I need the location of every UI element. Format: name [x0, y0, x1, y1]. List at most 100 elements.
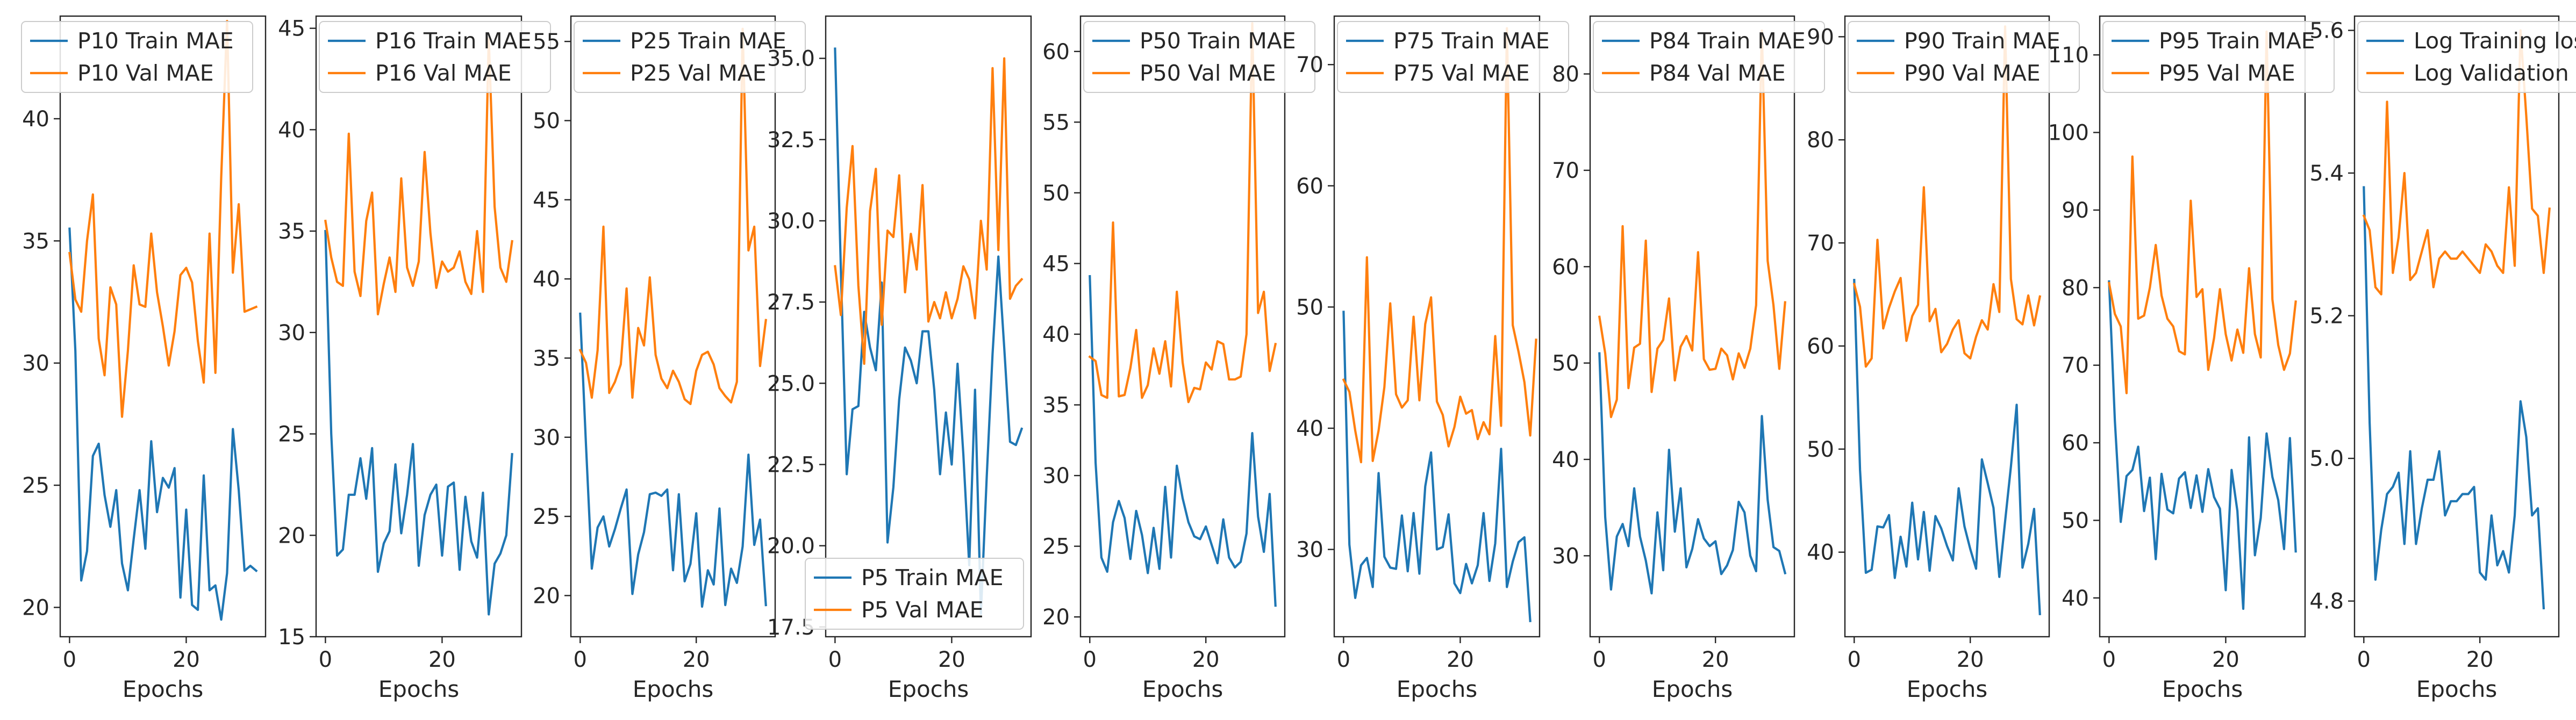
- legend-entry-val: P84 Val MAE: [1649, 60, 1786, 86]
- subplot-7: 30 40 50 60 70 80 0 20 Epochs P84 Train MAE P84 Va…: [1552, 15, 1825, 702]
- subplot-8: 40 50 60 70 80 90 0 20 Epochs P90 Train MAE P90 Va…: [1807, 15, 2080, 702]
- x-axis-label: Epochs: [378, 676, 460, 702]
- legend: P16 Train MAE P16 Val MAE: [319, 21, 551, 93]
- y-tick-label: 30: [1296, 538, 1323, 563]
- legend-entry-val: Log Validation loss: [2414, 60, 2576, 86]
- y-tick-label: 100: [2048, 121, 2089, 146]
- x-tick-label: 20: [683, 647, 710, 672]
- x-tick-label: 20: [1702, 647, 1729, 672]
- y-tick-label: 5.2: [2309, 304, 2344, 329]
- series-line-train: [1089, 275, 1277, 607]
- x-tick-label: 0: [1337, 647, 1350, 672]
- y-tick-label: 55: [533, 30, 560, 54]
- x-axis-label: Epochs: [633, 676, 714, 702]
- y-tick-label: 25: [533, 505, 560, 529]
- axes-frame: [2099, 15, 2306, 638]
- y-tick-label: 45: [1042, 251, 1070, 276]
- subplot-10: 4.8 5.0 5.2 5.4 5.6 0 20 Epochs Log Training los…: [2309, 15, 2576, 702]
- subplot-6: 30 40 50 60 70 0 20 Epochs P75 Train MAE P75 Val …: [1296, 15, 1569, 702]
- legend-entry-val: P75 Val MAE: [1393, 60, 1530, 86]
- y-tick-label: 40: [1552, 448, 1579, 472]
- axes-frame: [570, 15, 776, 638]
- x-axis-label: Epochs: [2416, 676, 2498, 702]
- y-tick-label: 40: [278, 118, 305, 142]
- y-tick-label: 22.5: [767, 453, 815, 478]
- legend-entry-train: P10 Train MAE: [77, 28, 234, 54]
- y-tick-label: 60: [2062, 431, 2089, 456]
- legend-entry-train: P95 Train MAE: [2159, 28, 2315, 54]
- legend-entry-val: P90 Val MAE: [1904, 60, 2041, 86]
- y-tick-label: 40: [22, 107, 49, 132]
- legend-box: [2357, 21, 2576, 93]
- subplot-5: 20 25 30 35 40 45 50 55 60 0 20 Epochs P50 Train MAE…: [1042, 15, 1315, 702]
- x-tick-label: 0: [828, 647, 842, 672]
- y-tick-label: 40: [533, 267, 560, 292]
- y-tick-label: 4.8: [2309, 589, 2344, 614]
- y-tick-label: 90: [2062, 198, 2089, 223]
- axes-frame: [1333, 15, 1541, 638]
- legend-entry-val: P25 Val MAE: [630, 60, 767, 86]
- y-tick-label: 60: [1807, 334, 1834, 359]
- y-tick-label: 30: [1042, 464, 1070, 488]
- series-line-val: [834, 57, 1024, 365]
- y-tick-label: 15: [278, 625, 305, 650]
- y-tick-label: 30: [22, 351, 49, 376]
- x-axis-label: Epochs: [2162, 676, 2243, 702]
- axes-frame: [59, 15, 267, 638]
- y-tick-label: 50: [1296, 295, 1323, 320]
- x-tick-label: 0: [319, 647, 332, 672]
- legend-entry-val: P50 Val MAE: [1140, 60, 1276, 86]
- y-tick-label: 30.0: [767, 209, 815, 234]
- y-tick-label: 80: [1807, 128, 1834, 153]
- legend-box: [21, 21, 253, 93]
- y-tick-label: 60: [1296, 174, 1323, 199]
- series-line-val: [1342, 27, 1537, 464]
- subplot-9: 40 50 60 70 80 90 100 110 0 20 Epochs P95 Train MAE…: [2048, 15, 2335, 702]
- legend: P95 Train MAE P95 Val MAE: [2102, 21, 2335, 93]
- series-line-train: [1853, 279, 2041, 616]
- x-tick-label: 0: [1083, 647, 1097, 672]
- legend-entry-train: P50 Train MAE: [1140, 28, 1296, 54]
- y-tick-label: 50: [1042, 181, 1070, 206]
- series-line-train: [68, 227, 258, 621]
- legend-box: [805, 558, 1024, 630]
- y-tick-label: 20: [278, 523, 305, 548]
- y-tick-label: 70: [1296, 53, 1323, 77]
- x-tick-label: 20: [1447, 647, 1474, 672]
- y-tick-label: 35: [1042, 393, 1070, 418]
- legend-entry-train: P5 Train MAE: [861, 565, 1004, 591]
- y-tick-label: 35: [533, 346, 560, 371]
- legend-box: [1593, 21, 1825, 93]
- legend-entry-train: P75 Train MAE: [1393, 28, 1550, 54]
- x-tick-label: 0: [1593, 647, 1606, 672]
- legend-entry-train: P90 Train MAE: [1904, 28, 2060, 54]
- series-line-train: [2108, 280, 2297, 610]
- y-tick-label: 40: [1042, 322, 1070, 347]
- legend-entry-val: P5 Val MAE: [861, 597, 984, 623]
- y-tick-label: 5.6: [2309, 19, 2344, 44]
- y-tick-label: 35: [278, 219, 305, 244]
- series-line-val: [324, 37, 513, 316]
- series-line-val: [1852, 25, 2042, 368]
- y-tick-label: 30: [278, 321, 305, 345]
- legend: P25 Train MAE P25 Val MAE: [574, 21, 806, 93]
- x-axis-label: Epochs: [123, 676, 204, 702]
- legend-box: [1083, 21, 1315, 93]
- y-tick-label: 30: [533, 426, 560, 450]
- series-line-val: [578, 27, 768, 406]
- y-tick-label: 40: [1296, 416, 1323, 441]
- x-tick-label: 0: [2102, 647, 2116, 672]
- legend: Log Training loss Log Validation loss: [2357, 21, 2576, 93]
- y-tick-label: 32.5: [767, 128, 815, 153]
- x-tick-label: 20: [938, 647, 965, 672]
- series-line-train: [1342, 311, 1532, 622]
- y-tick-label: 70: [2062, 354, 2089, 378]
- y-tick-label: 50: [1807, 437, 1834, 462]
- y-tick-label: 55: [1042, 110, 1070, 135]
- legend: P90 Train MAE P90 Val MAE: [1848, 21, 2080, 93]
- y-tick-label: 80: [1552, 62, 1579, 87]
- x-axis-label: Epochs: [1907, 676, 1988, 702]
- y-tick-label: 20: [1042, 605, 1070, 630]
- legend-entry-val: P16 Val MAE: [375, 60, 512, 86]
